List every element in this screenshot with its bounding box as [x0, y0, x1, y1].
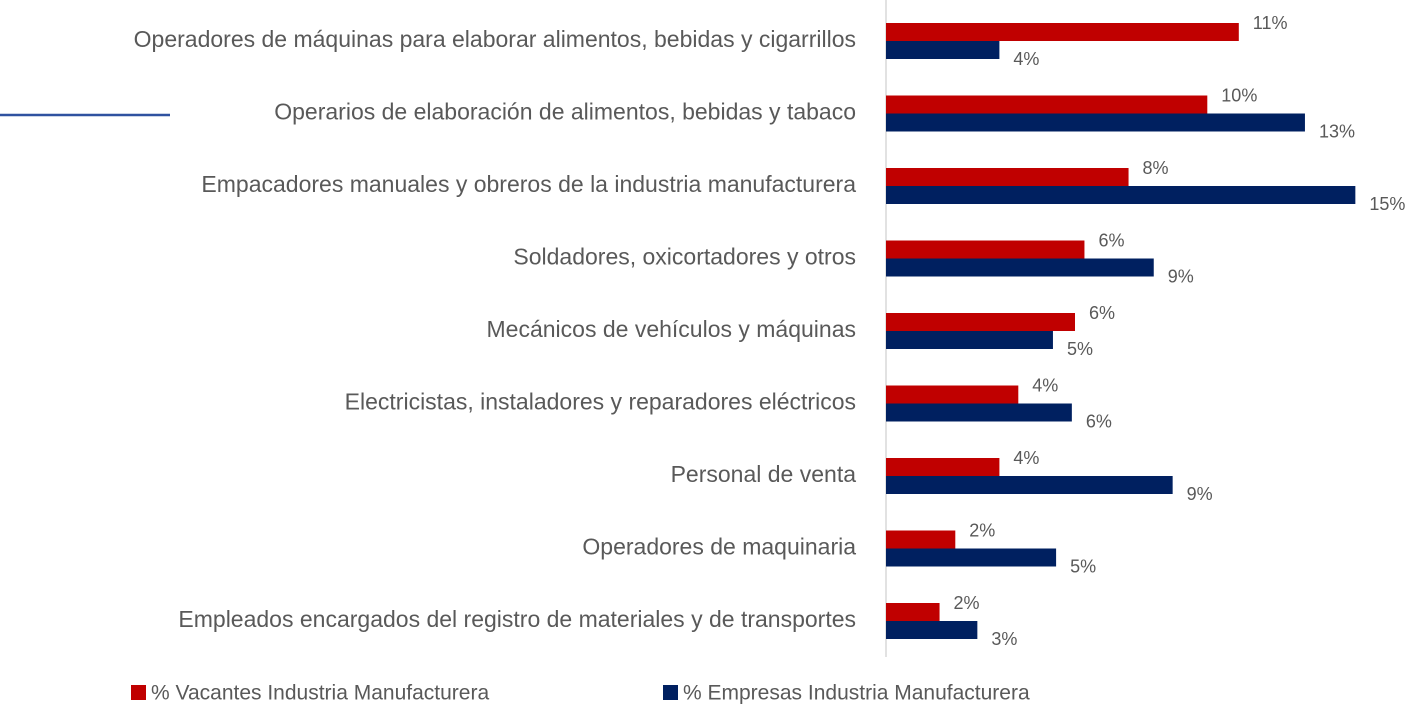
- bar: [886, 548, 1057, 567]
- bar: [886, 113, 1305, 132]
- bar: [886, 458, 1000, 476]
- value-label: 8%: [1143, 158, 1169, 178]
- bar: [886, 258, 1154, 277]
- value-label: 9%: [1168, 266, 1194, 286]
- value-label: 4%: [1032, 375, 1058, 395]
- category-label: Mecánicos de vehículos y máquinas: [487, 316, 856, 342]
- value-label: 2%: [969, 520, 995, 540]
- value-label: 11%: [1253, 13, 1288, 33]
- value-label: 5%: [1067, 339, 1093, 359]
- value-label: 15%: [1369, 194, 1405, 214]
- bar: [886, 41, 1000, 59]
- bar: [886, 476, 1173, 494]
- category-label: Empacadores manuales y obreros de la ind…: [201, 171, 856, 197]
- bar: [886, 95, 1208, 114]
- value-label: 13%: [1319, 121, 1355, 141]
- legend-swatch: [663, 685, 678, 700]
- legend-swatch: [131, 685, 146, 700]
- bar: [886, 23, 1239, 41]
- value-label: 2%: [954, 593, 980, 613]
- value-label: 6%: [1086, 411, 1112, 431]
- value-label: 5%: [1070, 556, 1096, 576]
- bar: [886, 385, 1019, 404]
- value-label: 6%: [1098, 230, 1124, 250]
- value-label: 3%: [991, 629, 1017, 649]
- category-label: Operadores de maquinaria: [582, 534, 856, 560]
- value-label: 6%: [1089, 303, 1115, 323]
- category-label: Operarios de elaboración de alimentos, b…: [274, 99, 856, 125]
- bar: [886, 186, 1356, 204]
- legend-label: % Vacantes Industria Manufacturera: [151, 682, 489, 705]
- value-label: 4%: [1013, 49, 1039, 69]
- bar: [886, 403, 1072, 422]
- legend-label: % Empresas Industria Manufacturera: [683, 682, 1030, 705]
- value-label: 4%: [1013, 448, 1039, 468]
- bar: [886, 331, 1053, 349]
- value-label: 9%: [1187, 484, 1213, 504]
- bar: [886, 168, 1129, 186]
- bar: [886, 603, 940, 621]
- bar: [886, 240, 1085, 259]
- category-label: Electricistas, instaladores y reparadore…: [345, 389, 856, 415]
- bar: [886, 621, 978, 639]
- category-label: Personal de venta: [671, 461, 857, 487]
- value-label: 10%: [1221, 85, 1257, 105]
- bar: [886, 530, 956, 549]
- category-label: Operadores de máquinas para elaborar ali…: [134, 26, 856, 52]
- category-label: Soldadores, oxicortadores y otros: [513, 244, 856, 270]
- bar: [886, 313, 1075, 331]
- category-label: Empleados encargados del registro de mat…: [178, 606, 856, 632]
